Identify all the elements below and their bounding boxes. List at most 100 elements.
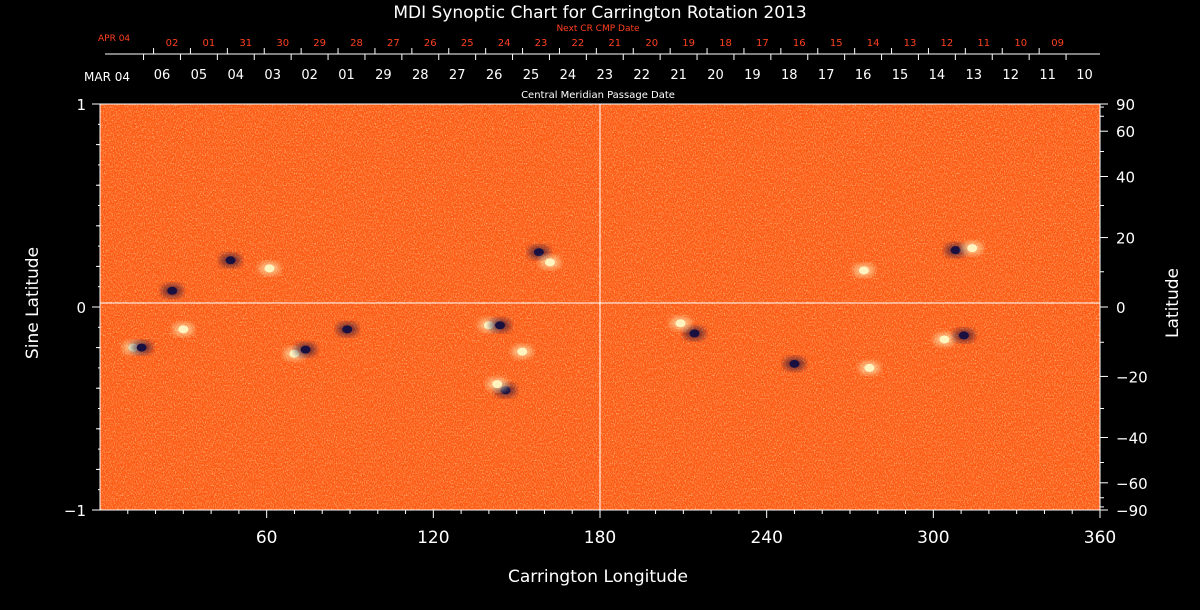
active-region-negative	[342, 325, 353, 334]
plot-area	[99, 103, 1101, 511]
cmp-date-label: 12	[1002, 68, 1019, 83]
next-cr-date-label: 13	[904, 38, 917, 49]
y-axis-label-left: Sine Latitude	[23, 247, 43, 359]
next-cr-date-label: 30	[276, 38, 289, 49]
next-cr-date-label: 26	[424, 38, 437, 49]
next-cr-date-label: 24	[498, 38, 511, 49]
active-region-positive	[264, 264, 275, 273]
right-tick-label: 60	[1116, 123, 1135, 141]
next-cr-date-label: 19	[682, 38, 695, 49]
bottom-tick-label: 60	[256, 528, 278, 548]
active-region-negative	[136, 343, 147, 352]
right-tick-label: −20	[1116, 368, 1148, 386]
next-cr-date-label: 10	[1014, 38, 1027, 49]
active-region-positive	[858, 266, 869, 275]
cmp-date-label: 04	[228, 68, 245, 83]
cmp-date-label: 16	[855, 68, 872, 83]
active-region-positive	[939, 335, 950, 344]
cmp-date-label: 28	[412, 68, 429, 83]
active-region-negative	[689, 329, 700, 338]
next-cr-date-label: 01	[203, 38, 216, 49]
next-cr-date-label: 28	[350, 38, 363, 49]
right-tick-label: −60	[1116, 475, 1148, 493]
cmp-date-label: 23	[597, 68, 614, 83]
cmp-date-label: 01	[338, 68, 355, 83]
next-cr-date-label: 02	[166, 38, 179, 49]
y-axis-label-right: Latitude	[1163, 268, 1183, 338]
cmp-date-label: 02	[301, 68, 318, 83]
active-region-negative	[300, 345, 311, 354]
active-region-positive	[178, 325, 189, 334]
right-tick-label: 90	[1116, 96, 1135, 114]
active-region-negative	[789, 359, 800, 368]
cmp-date-label: 25	[523, 68, 540, 83]
cmp-date-label: 18	[781, 68, 798, 83]
active-region-positive	[492, 380, 503, 389]
bottom-tick-label: 180	[584, 528, 616, 548]
cmp-date-label: 29	[375, 68, 392, 83]
sine-latitude-axis: 1 0 −1	[64, 96, 100, 520]
active-regions	[122, 241, 984, 398]
bottom-tick-label: 120	[417, 528, 449, 548]
next-cr-date-label: 16	[793, 38, 806, 49]
cmp-date-label: 19	[744, 68, 761, 83]
active-region-negative	[495, 321, 505, 330]
right-tick-label: 40	[1116, 169, 1135, 187]
bottom-tick-label: 300	[917, 528, 949, 548]
next-cr-date-label: 25	[461, 38, 474, 49]
cmp-date-label: 10	[1076, 68, 1093, 83]
active-region-positive	[517, 347, 528, 356]
top-axis-label: Central Meridian Passage Date	[521, 90, 675, 101]
active-region-positive	[967, 244, 978, 253]
next-cr-date-label: 15	[830, 38, 843, 49]
right-tick-label: 0	[1116, 299, 1126, 317]
x-axis-label: Carrington Longitude	[508, 567, 688, 587]
cmp-date-label: 13	[966, 68, 983, 83]
active-region-negative	[167, 286, 178, 295]
next-cr-date-label: 22	[572, 38, 585, 49]
next-cr-date-label: 21	[608, 38, 621, 49]
chart-title: MDI Synoptic Chart for Carrington Rotati…	[393, 3, 806, 23]
cmp-date-label: 15	[892, 68, 909, 83]
cmp-date-label: 22	[633, 68, 650, 83]
next-cr-date-label: 17	[756, 38, 769, 49]
next-cr-start-label: APR 04	[98, 34, 130, 44]
cmp-date-label: 24	[560, 68, 577, 83]
longitude-axis: 60 120 180 240 300 360	[127, 510, 1116, 548]
cmp-date-label: 14	[929, 68, 946, 83]
active-region-positive	[545, 258, 555, 267]
next-cr-axis-label: Next CR CMP Date	[556, 24, 640, 34]
cmp-date-label: 17	[818, 68, 835, 83]
next-cr-date-label: 29	[313, 38, 326, 49]
cmp-start-label: MAR 04	[84, 70, 130, 84]
cmp-date-label: 11	[1039, 68, 1056, 83]
cmp-date-label: 26	[486, 68, 503, 83]
next-cr-date-label: 18	[719, 38, 732, 49]
active-region-negative	[533, 248, 544, 257]
left-tick-label: 1	[76, 96, 86, 114]
active-region-negative	[950, 246, 961, 255]
next-cr-date-label: 20	[645, 38, 658, 49]
bottom-tick-label: 360	[1084, 528, 1116, 548]
bottom-tick-label: 240	[750, 528, 782, 548]
left-tick-label: 0	[76, 299, 86, 317]
cmp-date-label: 05	[191, 68, 208, 83]
cmp-date-label: 21	[670, 68, 687, 83]
active-region-positive	[864, 363, 875, 372]
next-cr-date-label: 14	[867, 38, 880, 49]
right-tick-label: 20	[1116, 230, 1135, 248]
next-cr-date-label: 23	[535, 38, 548, 49]
cmp-date-label: 27	[449, 68, 466, 83]
cmp-date-label: 03	[264, 68, 281, 83]
cmp-date-label: 06	[154, 68, 171, 83]
right-tick-label: −90	[1116, 502, 1148, 520]
cmp-date-label: 20	[707, 68, 724, 83]
next-cr-date-label: 09	[1051, 38, 1064, 49]
right-tick-label: −40	[1116, 429, 1148, 447]
left-tick-label: −1	[64, 502, 86, 520]
active-region-positive	[675, 319, 686, 328]
active-region-negative	[958, 331, 969, 340]
next-cr-date-label: 31	[239, 38, 252, 49]
next-cr-date-label: 12	[941, 38, 954, 49]
latitude-axis: 90 60 40 20 0 −20 −40 −60 −90	[1100, 96, 1148, 520]
